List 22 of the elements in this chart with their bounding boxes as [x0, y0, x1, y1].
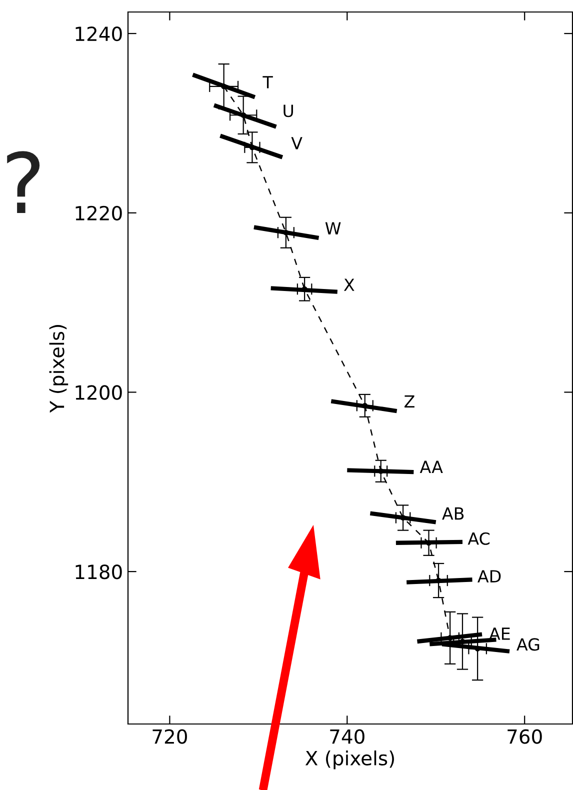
x-tick-label: 760 [508, 729, 542, 744]
annotation: V [291, 137, 302, 150]
y-tick-label: 1200 [76, 385, 122, 400]
annotation: AD [478, 570, 501, 582]
annotation: AB [442, 507, 464, 520]
annotation: Z [404, 395, 414, 408]
annotation: X [344, 278, 354, 291]
y-tick-label: 1180 [76, 564, 122, 580]
annotation: AA [420, 460, 443, 473]
y-tick-label: 1220 [76, 206, 122, 221]
x-tick-label: 720 [152, 729, 187, 744]
x-tick-label: 740 [330, 729, 364, 744]
text: ? [7, 151, 40, 213]
x-axis-title: X (pixels) [305, 750, 394, 770]
y-tick-label: 1240 [76, 26, 122, 42]
annotation: U [284, 104, 293, 118]
annotation: AC [468, 532, 490, 545]
annotation: AE [489, 628, 510, 640]
y-axis-title: Y (pixels) [49, 324, 68, 413]
annotation: W [325, 222, 341, 234]
annotation: AG [516, 638, 540, 651]
annotation: T [262, 76, 273, 88]
